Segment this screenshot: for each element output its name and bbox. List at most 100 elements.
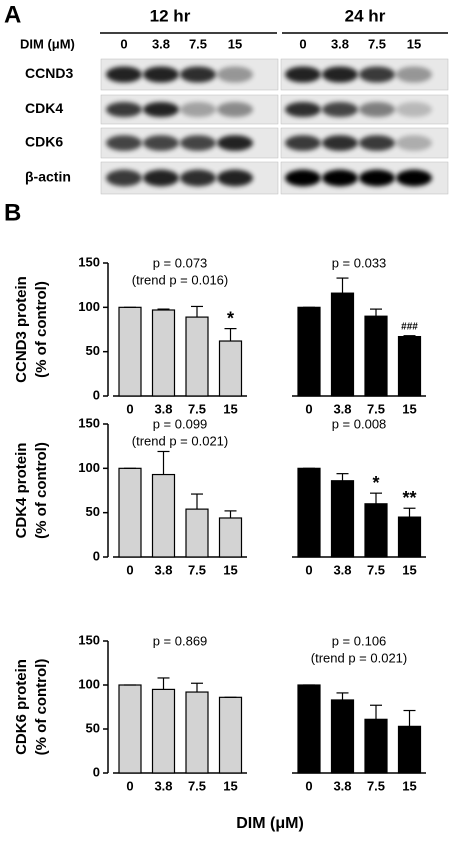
blot-band [143,169,179,187]
blot-band [322,101,358,118]
blot-band [359,101,395,118]
y-tick-label: 100 [78,676,100,691]
y-tick-label: 150 [78,254,100,269]
x-tick-label: 7.5 [367,401,385,416]
significance-mark: * [227,308,234,328]
blot-band [180,101,216,118]
p-value-note: p = 0.033 [332,255,387,270]
x-tick-label: 3.8 [154,778,172,793]
x-tick-label: 3.8 [154,401,172,416]
y-tick-label: 0 [93,387,100,402]
x-tick-label: 15 [223,778,237,793]
blot-band [396,101,432,118]
blot-band [217,101,253,118]
y-axis-label: (% of control) [33,659,50,756]
p-value-note: p = 0.869 [153,633,208,648]
x-tick-label: 0 [305,778,312,793]
lane-label: 0 [299,36,306,51]
blot-band [322,135,358,151]
lane-label: 7.5 [368,36,386,51]
bar [151,688,176,774]
x-tick-label: 0 [126,401,133,416]
bar [364,315,388,397]
blot-band [285,135,321,151]
error-bar [191,493,203,510]
blot-band [180,169,216,187]
protein-label: CCND3 [25,65,73,81]
lane-label: 15 [228,36,242,51]
bar [330,480,355,558]
bar [364,503,388,558]
y-tick-label: 0 [93,764,100,779]
x-tick-label: 3.8 [333,562,351,577]
blot-band [106,66,142,83]
error-bar [191,682,203,693]
bar [364,718,388,774]
error-bar [370,492,382,504]
p-value-note: (trend p = 0.016) [132,272,228,287]
bar [397,516,422,558]
bar [297,306,321,397]
lane-label: 0 [120,36,127,51]
x-tick-label: 15 [402,778,416,793]
bar [297,467,321,558]
bar [297,684,321,774]
y-axis-label: (% of control) [33,442,50,539]
x-tick-label: 3.8 [333,401,351,416]
bar [151,309,176,397]
y-tick-label: 50 [86,504,100,519]
x-tick-label: 7.5 [188,778,206,793]
error-bar [157,677,170,690]
blot-band [217,169,253,187]
bar [185,691,209,774]
y-axis-label: CCND3 protein [13,276,30,383]
blot-band [217,135,253,151]
x-tick-label: 7.5 [367,778,385,793]
bar [397,335,422,397]
x-tick-label: 3.8 [333,778,351,793]
p-value-note: p = 0.106 [332,633,387,648]
blot-band [106,135,142,151]
y-tick-label: 100 [78,299,100,314]
error-bar [370,308,382,317]
blot-band [285,169,321,187]
bar [218,340,243,397]
error-bar [370,704,382,720]
y-axis-label: (% of control) [33,281,50,378]
significance-mark: ** [402,488,416,508]
bar [218,696,243,774]
lane-label: 3.8 [152,36,170,51]
y-tick-label: 50 [86,343,100,358]
significance-mark: * [372,473,379,493]
panel-label: B [4,199,21,226]
error-bar [403,335,416,337]
lane-label: 3.8 [331,36,349,51]
blot-band [143,66,179,83]
bar [330,292,355,397]
blot-band [106,101,142,118]
y-axis-label: CDK6 protein [13,659,30,755]
error-bar [224,510,237,518]
x-tick-label: 0 [126,562,133,577]
error-bar [336,277,349,294]
blot-band [396,66,432,83]
bar [118,306,142,397]
blot-band [396,169,432,187]
p-value-note: (trend p = 0.021) [132,433,228,448]
blot-band [180,66,216,83]
error-bar [191,305,203,318]
error-bar [224,328,237,342]
y-tick-label: 100 [78,460,100,475]
blot-band [285,66,321,83]
blot-band [359,169,395,187]
group-label: 12 hr [150,6,191,25]
x-tick-label: 7.5 [367,562,385,577]
y-tick-label: 150 [78,632,100,647]
protein-label: β-actin [25,169,71,185]
x-tick-label: 15 [402,401,416,416]
x-tick-label: 3.8 [154,562,172,577]
p-value-note: p = 0.008 [332,416,387,431]
blot-band [143,135,179,151]
lane-label: 7.5 [189,36,207,51]
bar [118,467,142,558]
